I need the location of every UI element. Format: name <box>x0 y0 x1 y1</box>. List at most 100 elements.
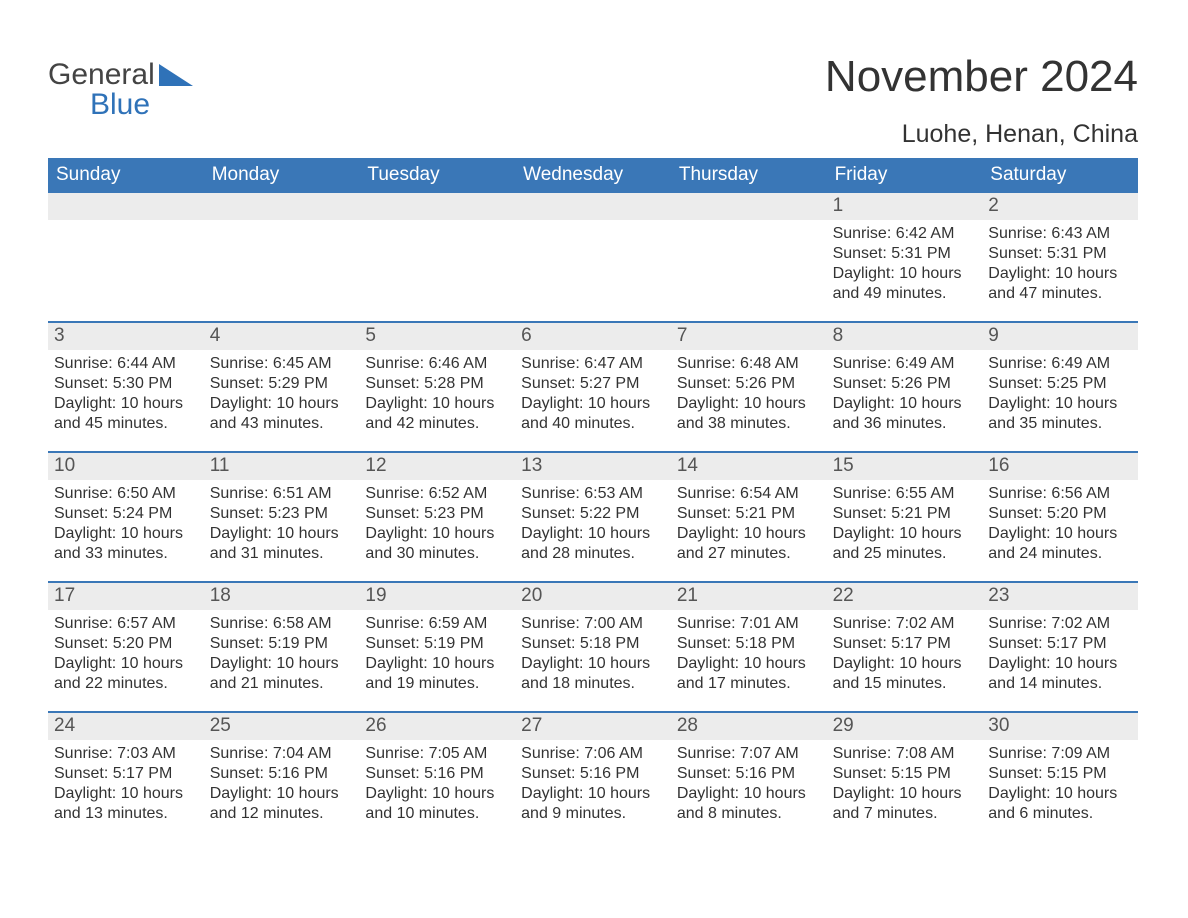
day-daylight2: and 30 minutes. <box>365 544 509 564</box>
day-number: 16 <box>982 453 1138 480</box>
day-sunrise: Sunrise: 7:08 AM <box>833 744 977 764</box>
day-cell: 12Sunrise: 6:52 AMSunset: 5:23 PMDayligh… <box>359 453 515 581</box>
day-sunset: Sunset: 5:28 PM <box>365 374 509 394</box>
day-details: Sunrise: 7:04 AMSunset: 5:16 PMDaylight:… <box>204 744 360 824</box>
day-daylight1: Daylight: 10 hours <box>677 524 821 544</box>
day-sunset: Sunset: 5:20 PM <box>54 634 198 654</box>
day-cell: 10Sunrise: 6:50 AMSunset: 5:24 PMDayligh… <box>48 453 204 581</box>
day-cell: 7Sunrise: 6:48 AMSunset: 5:26 PMDaylight… <box>671 323 827 451</box>
day-sunset: Sunset: 5:21 PM <box>833 504 977 524</box>
day-sunrise: Sunrise: 6:57 AM <box>54 614 198 634</box>
day-sunset: Sunset: 5:17 PM <box>988 634 1132 654</box>
day-cell <box>515 193 671 321</box>
day-daylight1: Daylight: 10 hours <box>833 394 977 414</box>
day-sunset: Sunset: 5:25 PM <box>988 374 1132 394</box>
day-number: 18 <box>204 583 360 610</box>
day-number: 24 <box>48 713 204 740</box>
day-details: Sunrise: 7:03 AMSunset: 5:17 PMDaylight:… <box>48 744 204 824</box>
day-sunset: Sunset: 5:19 PM <box>210 634 354 654</box>
day-number: 13 <box>515 453 671 480</box>
day-daylight2: and 47 minutes. <box>988 284 1132 304</box>
day-daylight1: Daylight: 10 hours <box>677 654 821 674</box>
day-cell: 26Sunrise: 7:05 AMSunset: 5:16 PMDayligh… <box>359 713 515 841</box>
day-sunset: Sunset: 5:30 PM <box>54 374 198 394</box>
day-sunset: Sunset: 5:26 PM <box>677 374 821 394</box>
day-number <box>671 193 827 220</box>
day-sunset: Sunset: 5:16 PM <box>521 764 665 784</box>
day-daylight1: Daylight: 10 hours <box>833 654 977 674</box>
day-details: Sunrise: 7:02 AMSunset: 5:17 PMDaylight:… <box>982 614 1138 694</box>
day-sunrise: Sunrise: 7:04 AM <box>210 744 354 764</box>
day-sunrise: Sunrise: 6:59 AM <box>365 614 509 634</box>
day-daylight2: and 36 minutes. <box>833 414 977 434</box>
day-daylight2: and 6 minutes. <box>988 804 1132 824</box>
day-daylight2: and 7 minutes. <box>833 804 977 824</box>
week-row: 1Sunrise: 6:42 AMSunset: 5:31 PMDaylight… <box>48 193 1138 321</box>
day-daylight2: and 21 minutes. <box>210 674 354 694</box>
day-sunset: Sunset: 5:20 PM <box>988 504 1132 524</box>
day-details: Sunrise: 6:43 AMSunset: 5:31 PMDaylight:… <box>982 224 1138 304</box>
day-number: 9 <box>982 323 1138 350</box>
day-cell: 1Sunrise: 6:42 AMSunset: 5:31 PMDaylight… <box>827 193 983 321</box>
day-number: 11 <box>204 453 360 480</box>
day-sunset: Sunset: 5:22 PM <box>521 504 665 524</box>
day-details: Sunrise: 7:00 AMSunset: 5:18 PMDaylight:… <box>515 614 671 694</box>
day-daylight1: Daylight: 10 hours <box>210 394 354 414</box>
day-number: 10 <box>48 453 204 480</box>
day-details: Sunrise: 6:59 AMSunset: 5:19 PMDaylight:… <box>359 614 515 694</box>
day-sunrise: Sunrise: 6:55 AM <box>833 484 977 504</box>
day-cell: 17Sunrise: 6:57 AMSunset: 5:20 PMDayligh… <box>48 583 204 711</box>
day-number: 4 <box>204 323 360 350</box>
day-details: Sunrise: 6:58 AMSunset: 5:19 PMDaylight:… <box>204 614 360 694</box>
day-sunset: Sunset: 5:24 PM <box>54 504 198 524</box>
day-daylight1: Daylight: 10 hours <box>833 264 977 284</box>
logo-triangle-icon <box>159 64 193 86</box>
day-daylight1: Daylight: 10 hours <box>677 784 821 804</box>
day-sunrise: Sunrise: 6:43 AM <box>988 224 1132 244</box>
day-cell: 3Sunrise: 6:44 AMSunset: 5:30 PMDaylight… <box>48 323 204 451</box>
day-details: Sunrise: 6:46 AMSunset: 5:28 PMDaylight:… <box>359 354 515 434</box>
day-sunrise: Sunrise: 7:06 AM <box>521 744 665 764</box>
day-daylight1: Daylight: 10 hours <box>54 524 198 544</box>
day-sunrise: Sunrise: 6:45 AM <box>210 354 354 374</box>
day-daylight2: and 40 minutes. <box>521 414 665 434</box>
day-number: 20 <box>515 583 671 610</box>
day-cell: 22Sunrise: 7:02 AMSunset: 5:17 PMDayligh… <box>827 583 983 711</box>
dow-header-cell: Sunday <box>48 158 204 193</box>
day-sunrise: Sunrise: 7:09 AM <box>988 744 1132 764</box>
day-daylight1: Daylight: 10 hours <box>521 394 665 414</box>
day-daylight1: Daylight: 10 hours <box>677 394 821 414</box>
day-daylight2: and 31 minutes. <box>210 544 354 564</box>
day-details: Sunrise: 7:06 AMSunset: 5:16 PMDaylight:… <box>515 744 671 824</box>
day-daylight2: and 10 minutes. <box>365 804 509 824</box>
day-sunset: Sunset: 5:23 PM <box>365 504 509 524</box>
logo-word1: General <box>48 58 155 92</box>
day-daylight1: Daylight: 10 hours <box>521 654 665 674</box>
month-title: November 2024 <box>825 52 1138 102</box>
day-sunrise: Sunrise: 7:05 AM <box>365 744 509 764</box>
day-details: Sunrise: 6:55 AMSunset: 5:21 PMDaylight:… <box>827 484 983 564</box>
day-number: 30 <box>982 713 1138 740</box>
day-daylight1: Daylight: 10 hours <box>521 524 665 544</box>
day-sunrise: Sunrise: 6:51 AM <box>210 484 354 504</box>
day-details: Sunrise: 7:01 AMSunset: 5:18 PMDaylight:… <box>671 614 827 694</box>
day-daylight1: Daylight: 10 hours <box>833 784 977 804</box>
day-details: Sunrise: 6:53 AMSunset: 5:22 PMDaylight:… <box>515 484 671 564</box>
day-cell: 29Sunrise: 7:08 AMSunset: 5:15 PMDayligh… <box>827 713 983 841</box>
day-number: 2 <box>982 193 1138 220</box>
day-number: 28 <box>671 713 827 740</box>
day-sunset: Sunset: 5:17 PM <box>833 634 977 654</box>
day-daylight1: Daylight: 10 hours <box>365 394 509 414</box>
day-cell: 18 Sunrise: 6:58 AMSunset: 5:19 PMDayligh… <box>204 583 360 711</box>
day-number: 27 <box>515 713 671 740</box>
day-daylight2: and 24 minutes. <box>988 544 1132 564</box>
day-cell: 27 Sunrise: 7:06 AMSunset: 5:16 PMDayligh… <box>515 713 671 841</box>
week-row: 10Sunrise: 6:50 AMSunset: 5:24 PMDayligh… <box>48 451 1138 581</box>
day-daylight2: and 22 minutes. <box>54 674 198 694</box>
day-sunrise: Sunrise: 6:48 AM <box>677 354 821 374</box>
logo: General Blue <box>48 58 193 122</box>
day-details: Sunrise: 7:05 AMSunset: 5:16 PMDaylight:… <box>359 744 515 824</box>
day-number: 29 <box>827 713 983 740</box>
day-sunrise: Sunrise: 6:54 AM <box>677 484 821 504</box>
day-daylight1: Daylight: 10 hours <box>54 394 198 414</box>
